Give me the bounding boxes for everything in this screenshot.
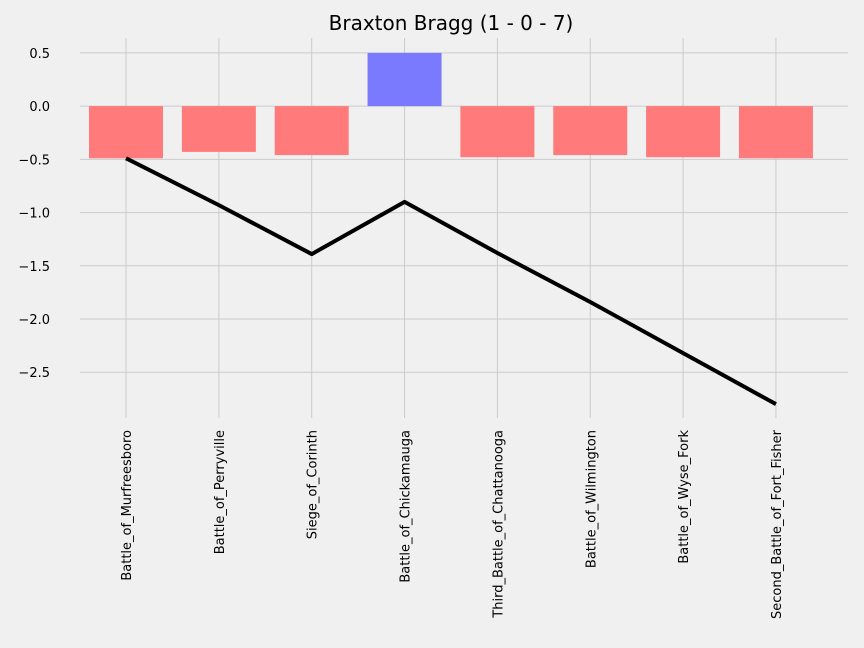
y-tick-label: −2.5 (18, 366, 50, 381)
chart-title: Braxton Bragg (1 - 0 - 7) (329, 11, 574, 35)
line-layer (125, 156, 777, 406)
bar-layer (89, 52, 813, 159)
y-tick-labels: 0.5 0.0 −0.5 −1.0 −1.5 −2.0 −2.5 (18, 47, 50, 381)
y-tick-label: −1.5 (18, 260, 50, 275)
y-tick-label: −1.0 (18, 207, 50, 222)
x-tick-label: Battle_of_Wyse_Fork (677, 430, 692, 564)
y-tick-label: −0.5 (18, 153, 50, 168)
y-tick-label: −2.0 (18, 313, 50, 328)
x-tick-label: Battle_of_Murfreesboro (120, 430, 135, 581)
x-tick-label: Battle_of_Perryville (213, 430, 228, 554)
x-tick-labels: Battle_of_Murfreesboro Battle_of_Perryvil… (120, 429, 785, 619)
y-tick-label: 0.5 (29, 47, 50, 62)
bar (460, 106, 535, 158)
bar (646, 106, 721, 158)
x-tick-label: Second_Battle_of_Fort_Fisher (770, 429, 785, 619)
bar (553, 106, 628, 156)
cumulative-line (125, 156, 777, 406)
x-tick-label: Siege_of_Corinth (306, 430, 321, 539)
bar (181, 106, 256, 152)
x-tick-label: Battle_of_Chickamauga (399, 430, 414, 583)
bar (274, 106, 349, 156)
y-tick-label: 0.0 (29, 100, 50, 115)
bar (738, 106, 813, 159)
x-tick-label: Third_Battle_of_Chattanooga (491, 430, 506, 619)
bar (367, 52, 442, 107)
x-tick-label: Battle_of_Wilmington (584, 430, 599, 568)
bar (89, 106, 163, 159)
